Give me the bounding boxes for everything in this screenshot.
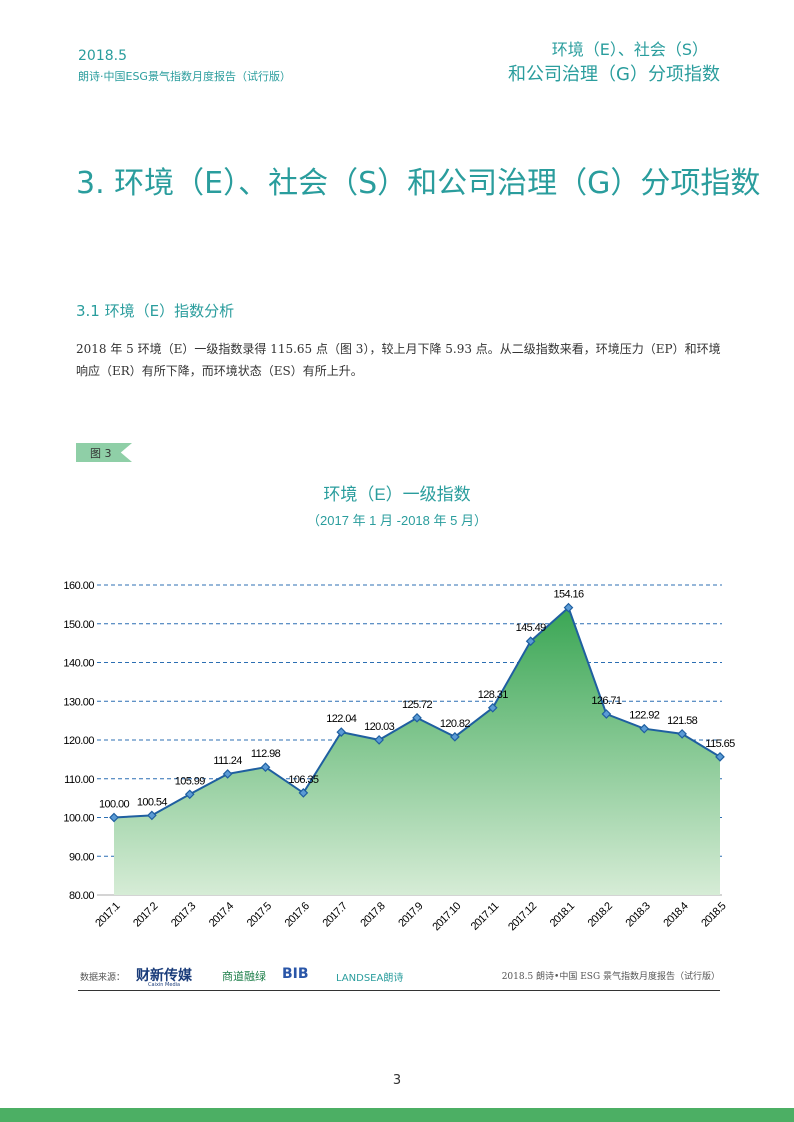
x-tick-label: 2017.5	[245, 900, 274, 929]
marker	[601, 709, 612, 719]
x-tick-label: 2017.6	[283, 900, 312, 929]
data-label: 154.16	[553, 589, 584, 601]
data-label: 145.49	[516, 622, 547, 634]
chart: 环境（E）一级指数 （2017 年 1 月 -2018 年 5 月） 80.00…	[63, 485, 735, 933]
data-label: 120.82	[440, 718, 471, 730]
data-label: 100.54	[137, 796, 168, 808]
marker	[109, 812, 119, 823]
data-label: 121.58	[667, 715, 698, 727]
y-tick-label: 130.00	[63, 696, 94, 708]
section-heading: 3.1 环境（E）指数分析	[76, 302, 235, 320]
y-tick-label: 120.00	[63, 735, 94, 747]
data-label: 112.98	[251, 748, 281, 760]
logo: 商道融绿	[222, 970, 266, 983]
data-label: 125.72	[402, 699, 433, 711]
logo: 财新传媒	[136, 968, 192, 984]
x-tick-label: 2017.4	[207, 900, 236, 929]
header-report: 朗诗·中国ESG景气指数月度报告（试行版）	[78, 70, 291, 83]
y-tick-label: 140.00	[63, 658, 94, 670]
x-tick-label: 2017.1	[93, 900, 122, 929]
data-label: 128.31	[478, 689, 509, 701]
marker	[374, 735, 384, 745]
x-tick-label: 2017.7	[320, 900, 349, 929]
x-tick-label: 2017.3	[169, 900, 198, 929]
page-number: 3	[392, 1073, 402, 1088]
page-title: 3. 环境（E）、社会（S）和公司治理（G）分项指数	[76, 166, 761, 201]
marker	[563, 602, 574, 613]
y-tick-label: 80.00	[69, 890, 94, 902]
y-tick-label: 150.00	[63, 619, 94, 631]
marker	[298, 788, 309, 798]
marker	[222, 769, 233, 779]
header-right: 和公司治理（G）分项指数	[508, 64, 720, 85]
x-tick-label: 2018.5	[699, 900, 728, 929]
x-tick-label: 2017.12	[506, 900, 539, 933]
data-label: 126.71	[591, 695, 622, 707]
marker	[715, 752, 725, 762]
marker	[184, 789, 195, 800]
logo: LANDSEA朗诗	[336, 973, 404, 984]
y-tick-label: 90.00	[69, 851, 94, 863]
chart-subtitle: （2017 年 1 月 -2018 年 5 月）	[307, 513, 487, 528]
figure-tag	[76, 443, 132, 462]
data-label: 122.04	[326, 713, 357, 725]
data-label: 115.65	[705, 738, 735, 750]
marker	[487, 702, 498, 713]
data-label: 100.00	[99, 799, 130, 811]
marker	[525, 636, 536, 647]
data-label: 106.35	[288, 774, 319, 786]
bottom-bar	[0, 1108, 794, 1122]
x-tick-label: 2017.2	[131, 900, 160, 929]
paragraph: 2018 年 5 环境（E）一级指数录得 115.65 点（图 3），较上月下降…	[76, 342, 721, 378]
marker	[147, 810, 157, 821]
logo-sub: Caixin Media	[148, 982, 181, 988]
area	[114, 607, 720, 895]
marker	[260, 762, 271, 773]
x-tick-label: 2017.10	[430, 900, 463, 933]
data-label: 122.92	[629, 710, 660, 722]
y-tick-label: 110.00	[64, 774, 94, 786]
footer-report: 2018.5 朗诗•中国 ESG 景气指数月度报告（试行版）	[501, 972, 720, 982]
marker	[639, 723, 650, 734]
chart-title: 环境（E）一级指数	[323, 485, 470, 504]
data-label: 111.24	[213, 755, 242, 767]
marker	[450, 731, 460, 742]
x-tick-label: 2017.9	[396, 900, 425, 929]
x-tick-label: 2018.1	[548, 900, 577, 929]
y-tick-label: 100.00	[63, 813, 94, 825]
x-tick-label: 2017.8	[358, 900, 387, 929]
x-tick-label: 2018.3	[623, 900, 652, 929]
marker	[677, 729, 687, 739]
footer-rule	[78, 990, 720, 991]
figure-label: 图 3	[90, 447, 112, 460]
x-tick-label: 2017.11	[469, 900, 502, 933]
x-tick-label: 2018.4	[661, 900, 690, 929]
header-date: 2018.5	[78, 48, 127, 64]
x-tick-label: 2018.2	[586, 900, 615, 929]
logo: BIB	[282, 966, 309, 982]
y-tick-label: 160.00	[63, 580, 94, 592]
marker	[412, 712, 422, 723]
marker	[336, 727, 347, 737]
header-right: 环境（E）、社会（S）	[551, 40, 708, 59]
source-label: 数据来源：	[80, 973, 126, 983]
data-label: 120.03	[364, 721, 395, 733]
data-label: 105.99	[175, 775, 206, 787]
